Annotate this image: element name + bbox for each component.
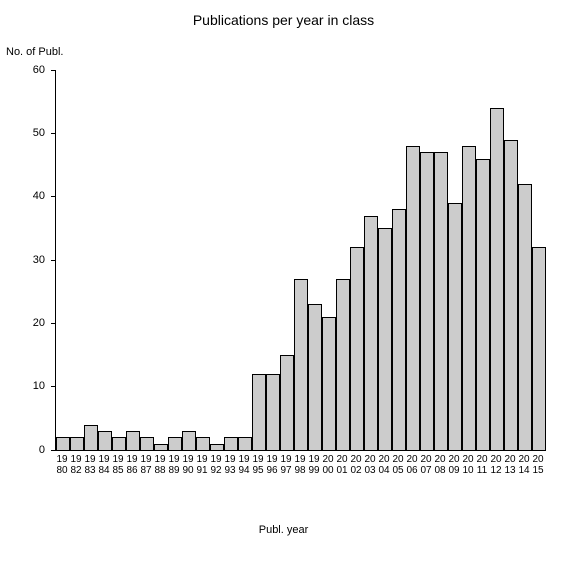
- bar: [364, 216, 378, 450]
- bar: [518, 184, 532, 450]
- bar: [84, 425, 98, 450]
- x-tick-label: 1995: [251, 455, 265, 511]
- x-tick-label: 2002: [349, 455, 363, 511]
- x-tick-label: 2010: [461, 455, 475, 511]
- y-tick-label: 0: [0, 444, 45, 456]
- x-tick-label: 1987: [139, 455, 153, 511]
- x-tick-label: 1997: [279, 455, 293, 511]
- x-tick-label: 1999: [307, 455, 321, 511]
- x-tick-label: 2000: [321, 455, 335, 511]
- x-tick-label: 1998: [293, 455, 307, 511]
- x-tick-label: 1990: [181, 455, 195, 511]
- bar: [182, 431, 196, 450]
- x-tick-label: 1986: [125, 455, 139, 511]
- x-tick-label: 2008: [433, 455, 447, 511]
- bar: [350, 247, 364, 450]
- x-tick-label: 1980: [55, 455, 69, 511]
- bar: [196, 437, 210, 450]
- bar: [280, 355, 294, 450]
- bars: [56, 70, 546, 450]
- x-tick-label: 1994: [237, 455, 251, 511]
- bar: [70, 437, 84, 450]
- x-tick-label: 2012: [489, 455, 503, 511]
- bar: [224, 437, 238, 450]
- x-tick-label: 1989: [167, 455, 181, 511]
- bar: [56, 437, 70, 450]
- y-tick-label: 40: [0, 190, 45, 202]
- bar: [378, 228, 392, 450]
- bar: [154, 444, 168, 450]
- bar: [168, 437, 182, 450]
- x-tick-label: 2004: [377, 455, 391, 511]
- y-tick-label: 10: [0, 380, 45, 392]
- x-tick-label: 2014: [517, 455, 531, 511]
- bar: [420, 152, 434, 450]
- bar: [322, 317, 336, 450]
- bar: [462, 146, 476, 450]
- bar: [238, 437, 252, 450]
- y-tick-label: 50: [0, 127, 45, 139]
- bar: [140, 437, 154, 450]
- y-axis-label: No. of Publ.: [6, 46, 63, 58]
- x-tick-label: 1984: [97, 455, 111, 511]
- x-tick-label: 1991: [195, 455, 209, 511]
- x-tick-label: 1982: [69, 455, 83, 511]
- x-tick-label: 2003: [363, 455, 377, 511]
- bar: [294, 279, 308, 450]
- bar: [406, 146, 420, 450]
- bar: [476, 159, 490, 450]
- chart-title: Publications per year in class: [0, 12, 567, 28]
- bar: [504, 140, 518, 450]
- bar: [336, 279, 350, 450]
- bar: [392, 209, 406, 450]
- bar: [112, 437, 126, 450]
- x-tick-label: 2005: [391, 455, 405, 511]
- bar: [532, 247, 546, 450]
- x-tick-label: 2015: [531, 455, 545, 511]
- x-tick-label: 2001: [335, 455, 349, 511]
- bar: [266, 374, 280, 450]
- x-tick-label: 2013: [503, 455, 517, 511]
- plot-area: [55, 70, 546, 451]
- x-tick-label: 1992: [209, 455, 223, 511]
- x-tick-label: 2011: [475, 455, 489, 511]
- bar: [98, 431, 112, 450]
- x-tick-labels: 1980198219831984198519861987198819891990…: [55, 455, 545, 511]
- x-axis-label: Publ. year: [0, 524, 567, 536]
- x-tick-label: 2007: [419, 455, 433, 511]
- y-tick-label: 60: [0, 64, 45, 76]
- bar: [126, 431, 140, 450]
- bar: [434, 152, 448, 450]
- bar: [490, 108, 504, 450]
- x-tick-label: 1993: [223, 455, 237, 511]
- bar: [252, 374, 266, 450]
- x-tick-label: 1985: [111, 455, 125, 511]
- x-tick-label: 1988: [153, 455, 167, 511]
- y-tick-label: 20: [0, 317, 45, 329]
- bar: [448, 203, 462, 450]
- x-tick-label: 1983: [83, 455, 97, 511]
- bar: [210, 444, 224, 450]
- bar: [308, 304, 322, 450]
- x-tick-label: 2006: [405, 455, 419, 511]
- chart-container: Publications per year in class No. of Pu…: [0, 0, 567, 567]
- x-tick-label: 1996: [265, 455, 279, 511]
- y-tick-label: 30: [0, 254, 45, 266]
- x-tick-label: 2009: [447, 455, 461, 511]
